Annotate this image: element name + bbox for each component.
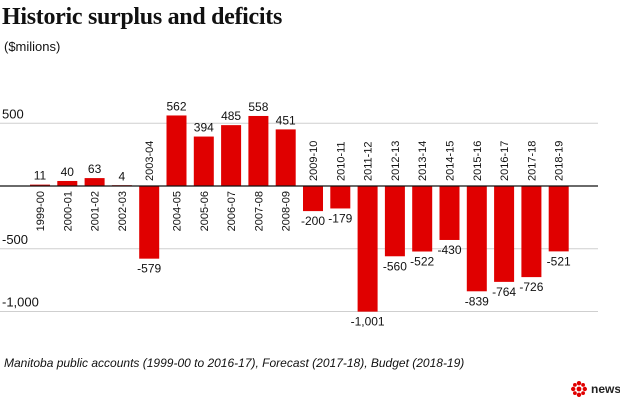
chart-title: Historic surplus and deficits: [2, 4, 282, 30]
bar: [275, 129, 296, 186]
bar: [248, 115, 269, 186]
category-label: 2004-05: [172, 191, 184, 231]
value-label: -430: [437, 243, 461, 257]
value-label: 40: [61, 165, 75, 179]
bar: [139, 186, 160, 259]
bar: [466, 186, 487, 292]
bar: [193, 136, 214, 186]
value-label: 394: [194, 121, 214, 135]
value-label: 485: [221, 109, 241, 123]
category-label: 2016-17: [499, 141, 511, 181]
value-label: 63: [88, 162, 102, 176]
value-label: -1,001: [351, 315, 385, 329]
category-label: 2002-03: [117, 191, 129, 231]
value-label: -179: [328, 211, 352, 225]
bar: [548, 186, 569, 252]
source-note: Manitoba public accounts (1999-00 to 201…: [4, 356, 465, 370]
cbc-gem-icon: [571, 381, 587, 397]
bar: [57, 180, 78, 186]
bar: [521, 186, 542, 278]
category-label: 2005-06: [199, 191, 211, 231]
gridlines: 500 -500 -1,000: [0, 106, 598, 312]
bar: [357, 186, 378, 312]
bar: [439, 186, 460, 240]
category-label: 2018-19: [554, 141, 566, 181]
value-label: -200: [301, 214, 325, 228]
category-label: 2011-12: [363, 141, 375, 181]
value-label: 562: [166, 99, 186, 113]
category-label: 2009-10: [308, 141, 320, 181]
bar: [303, 186, 323, 212]
value-label: -839: [465, 294, 489, 308]
y-axis-unit-label: ($milions): [4, 39, 61, 54]
category-label: 2003-04: [144, 141, 156, 181]
bars: [30, 115, 569, 312]
bar: [384, 186, 405, 257]
bar: [494, 186, 515, 282]
bar: [330, 186, 351, 209]
category-label: 2008-09: [281, 191, 293, 231]
category-label: 2000-01: [62, 191, 74, 231]
value-label: -579: [137, 262, 161, 276]
value-label: 451: [276, 113, 296, 127]
y-tick-label: -1,000: [2, 295, 39, 310]
category-label: 2006-07: [226, 191, 238, 231]
category-label: 2012-13: [390, 141, 402, 181]
labels: 11 1999-00 40 2000-01 63 2001-02 4 2002-03 -579 2…: [34, 99, 571, 328]
value-label: -521: [547, 254, 571, 268]
bar-chart: 500 -500 -1,000 11 1999-00 40 2000-01 63 2001-0…: [0, 99, 598, 329]
value-label: -726: [519, 280, 543, 294]
value-label: -522: [410, 255, 434, 269]
category-label: 2001-02: [90, 191, 102, 231]
value-label: 4: [119, 169, 126, 183]
category-label: 2015-16: [472, 141, 484, 181]
category-label: 2007-08: [253, 191, 265, 231]
category-label: 2013-14: [417, 141, 429, 181]
brand-name: news: [591, 382, 620, 396]
bar: [84, 178, 105, 186]
bar: [221, 125, 242, 186]
y-tick-label: -500: [2, 232, 28, 247]
category-label: 1999-00: [35, 191, 47, 231]
y-tick-label: 500: [2, 106, 24, 121]
cbc-news-logo: news: [570, 379, 620, 399]
category-label: 2010-11: [335, 141, 347, 181]
value-label: -764: [492, 285, 516, 299]
value-label: 558: [248, 100, 268, 114]
value-label: -560: [383, 259, 407, 273]
value-label: 11: [34, 169, 47, 183]
bar: [412, 186, 433, 252]
category-label: 2014-15: [445, 141, 457, 181]
bar: [30, 184, 50, 186]
bar: [166, 115, 187, 186]
category-label: 2017-18: [526, 141, 538, 181]
